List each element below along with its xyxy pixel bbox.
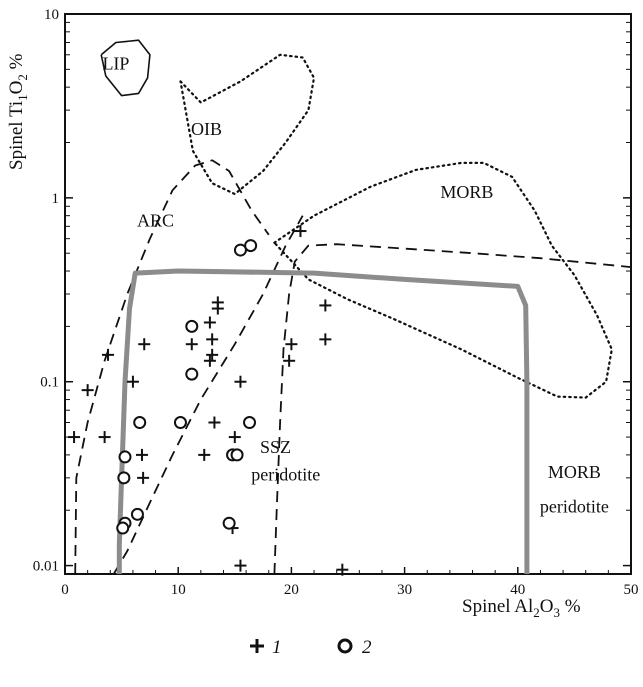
field-lip-boundary	[100, 39, 151, 97]
region-label: MORB	[548, 462, 601, 482]
x-tick-label: 40	[510, 582, 525, 598]
axis-ticks: 0 10 20 30 40 50 0.01 0.1 1 10	[33, 7, 639, 598]
region-label: peridotite	[251, 465, 320, 485]
data-point-plus	[203, 316, 216, 329]
x-tick-label: 50	[624, 582, 639, 598]
data-point-plus	[336, 563, 349, 576]
data-point-circle	[222, 516, 236, 530]
data-point-plus	[294, 225, 307, 238]
plot-frame	[64, 13, 632, 575]
data-point-plus	[234, 559, 247, 572]
data-point-plus	[137, 471, 150, 484]
field-boundaries	[74, 39, 632, 575]
data-point-plus	[228, 431, 241, 444]
y-tick-label: 0.1	[40, 375, 59, 391]
legend-plus-marker	[250, 639, 264, 653]
legend-label-2: 2	[362, 637, 372, 658]
data-point-circle	[185, 367, 199, 381]
data-point-circle	[244, 239, 258, 253]
region-label: SSZ	[260, 437, 291, 457]
data-point-circle	[130, 507, 144, 521]
data-point-plus	[68, 431, 81, 444]
data-point-plus	[208, 416, 221, 429]
data-point-circle	[117, 471, 131, 485]
region-label: LIP	[102, 53, 129, 73]
data-point-plus	[234, 375, 247, 388]
data-point-circle	[118, 450, 132, 464]
data-point-plus	[319, 333, 332, 346]
data-point-circle	[116, 521, 130, 535]
field-morb-boundary	[273, 161, 613, 399]
data-point-circle	[230, 448, 244, 462]
data-point-plus	[135, 448, 148, 461]
data-point-circle	[133, 416, 147, 430]
data-point-plus	[319, 299, 332, 312]
legend-circle-marker	[337, 638, 353, 654]
y-tick-label: 10	[44, 7, 59, 23]
data-point-plus	[206, 348, 219, 361]
legend: 1 2	[250, 637, 372, 658]
field-ssz-boundary	[273, 243, 632, 575]
data-point-plus	[138, 338, 151, 351]
legend-label-1: 1	[272, 637, 282, 658]
data-point-plus	[283, 354, 296, 367]
x-tick-label: 30	[397, 582, 412, 598]
data-point-plus	[285, 338, 298, 351]
data-point-plus	[211, 302, 224, 315]
data-point-circle	[185, 319, 199, 333]
data-point-plus	[98, 431, 111, 444]
data-point-circle	[173, 416, 187, 430]
data-point-circle	[243, 416, 257, 430]
data-points	[68, 225, 349, 576]
data-point-plus	[185, 338, 198, 351]
region-label: peridotite	[540, 496, 609, 516]
x-tick-label: 10	[171, 582, 186, 598]
data-point-plus	[203, 354, 216, 367]
data-point-plus	[102, 348, 115, 361]
data-point-plus	[206, 333, 219, 346]
y-tick-label: 1	[52, 191, 60, 207]
region-labels: LIP OIB MORB ARC SSZ peridotite MORB peridotite	[102, 53, 608, 516]
region-label: MORB	[440, 182, 493, 202]
x-axis-title: Spinel Al2O3 %	[462, 596, 581, 620]
x-tick-label: 0	[61, 582, 69, 598]
data-point-plus	[126, 375, 139, 388]
region-label: OIB	[191, 119, 222, 139]
field-arc-inner-boundary	[112, 215, 304, 575]
data-point-plus	[81, 384, 94, 397]
y-axis-title: Spinel Ti1O2 %	[6, 53, 30, 170]
x-tick-label: 20	[284, 582, 299, 598]
data-point-plus	[198, 448, 211, 461]
region-label: ARC	[137, 210, 174, 230]
y-tick-label: 0.01	[33, 559, 59, 575]
